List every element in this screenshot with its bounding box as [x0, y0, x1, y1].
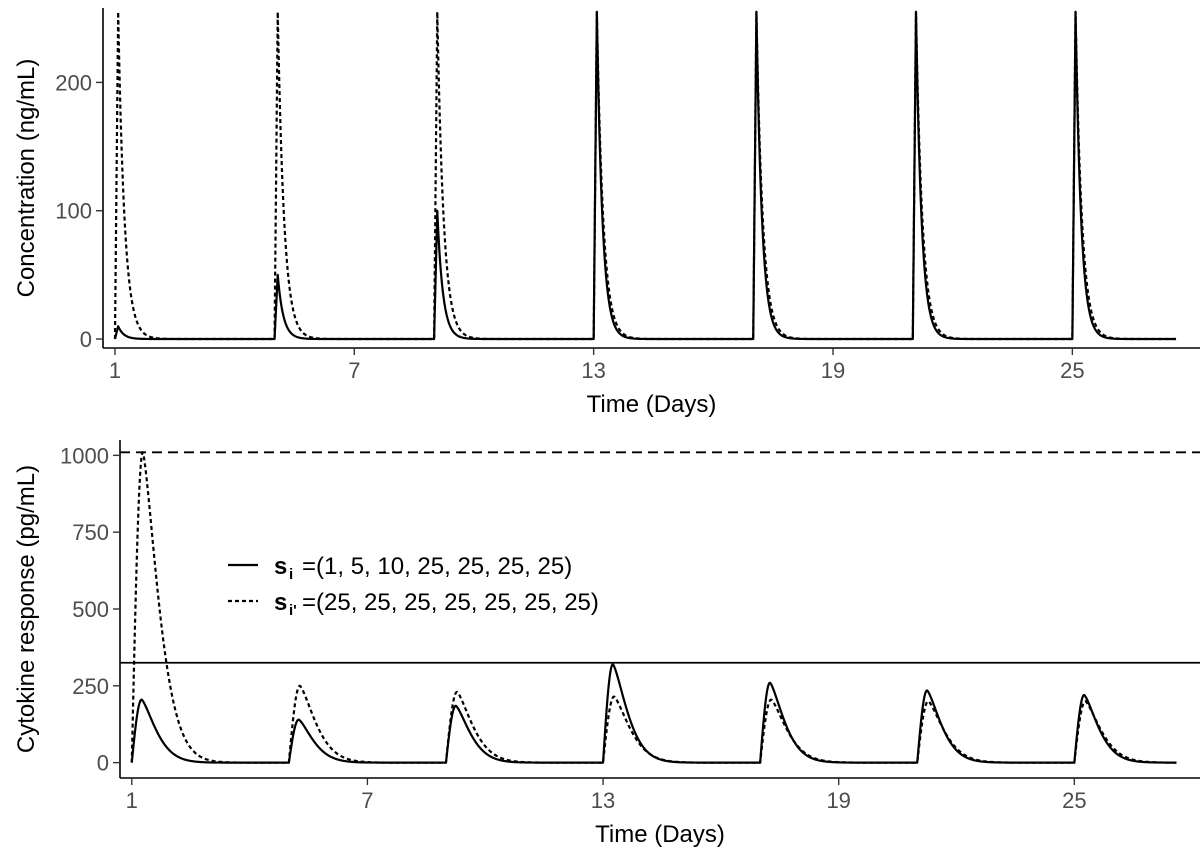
y-tick-label: 250 [72, 674, 109, 699]
series-dotted-line [130, 451, 1178, 764]
x-tick-label: 19 [821, 358, 845, 383]
series-dotted-line [113, 10, 1177, 341]
y-axis-title: Cytokine response (pg/mL) [13, 465, 40, 753]
legend-subscript: i [289, 566, 293, 583]
x-tick-label: 1 [109, 358, 121, 383]
x-axis-title: Time (Days) [595, 821, 725, 848]
legend-symbol: s [274, 553, 287, 580]
concentration-panel: 1 7 13 19 25 0 100 200 Time (Days) Concentration … [13, 8, 1200, 418]
x-tick-label: 13 [581, 358, 605, 383]
y-tick-label: 0 [97, 751, 109, 776]
y-tick-label: 200 [55, 70, 92, 95]
series-solid-line [113, 10, 1177, 341]
series-solid-line [130, 663, 1178, 764]
x-tick-label: 25 [1060, 358, 1084, 383]
x-tick-label: 7 [361, 788, 373, 813]
y-tick-label: 500 [72, 597, 109, 622]
legend-symbol: s [274, 589, 287, 616]
y-tick-label: 750 [72, 520, 109, 545]
x-axis-title: Time (Days) [587, 391, 717, 418]
x-tick-label: 1 [126, 788, 138, 813]
y-tick-label: 100 [55, 199, 92, 224]
x-tick-label: 25 [1062, 788, 1086, 813]
y-axis-title: Concentration (ng/mL) [13, 59, 40, 298]
y-tick-label: 1000 [60, 443, 109, 468]
legend: s i =(1, 5, 10, 25, 25, 25, 25)s i' =(25, 25… [228, 553, 599, 619]
legend-subscript: i' [289, 602, 297, 619]
x-tick-label: 13 [591, 788, 615, 813]
x-tick-label: 7 [348, 358, 360, 383]
legend-label: =(1, 5, 10, 25, 25, 25, 25) [302, 553, 572, 580]
y-tick-label: 0 [80, 327, 92, 352]
legend-label: =(25, 25, 25, 25, 25, 25, 25) [302, 589, 599, 616]
x-tick-label: 19 [826, 788, 850, 813]
